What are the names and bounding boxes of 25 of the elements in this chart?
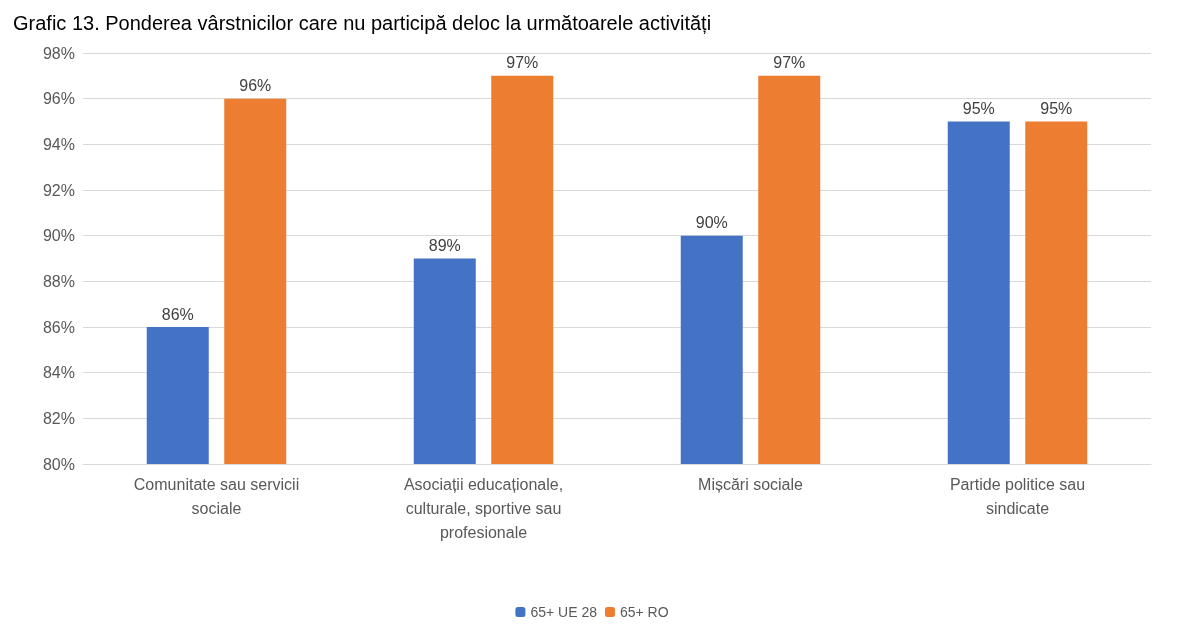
y-tick-label: 94% bbox=[42, 135, 75, 153]
x-tick-label: Asociații educaționale, culturale, sportive sau profesionale bbox=[403, 475, 564, 541]
y-tick-label: 96% bbox=[42, 90, 75, 108]
data-label: 96% bbox=[239, 77, 272, 95]
legend-label: 65+ UE 28 bbox=[530, 604, 598, 620]
x-tick-label: Partide politice sau sindicate bbox=[949, 475, 1086, 517]
data-label: 95% bbox=[962, 100, 995, 117]
y-tick-label: 92% bbox=[42, 181, 75, 199]
y-tick-label: 88% bbox=[42, 272, 75, 290]
y-tick-label: 82% bbox=[42, 409, 75, 427]
y-tick-label: 80% bbox=[42, 455, 75, 473]
data-label: 89% bbox=[428, 237, 461, 254]
data-label: 95% bbox=[1040, 100, 1073, 117]
y-tick-label: 86% bbox=[42, 318, 75, 336]
data-label: 90% bbox=[695, 214, 728, 232]
data-label: 97% bbox=[773, 54, 806, 72]
data-label: 97% bbox=[506, 54, 539, 72]
x-tick-label: Mișcări sociale bbox=[698, 475, 804, 493]
legend-label: 65+ RO bbox=[619, 604, 669, 620]
data-label: 86% bbox=[161, 305, 194, 323]
x-tick-label: Comunitate sau servicii sociale bbox=[133, 475, 300, 517]
y-tick-label: 98% bbox=[42, 44, 75, 62]
y-tick-label: 90% bbox=[42, 227, 75, 245]
y-tick-label: 84% bbox=[42, 364, 75, 382]
chart-title: Grafic 13. Ponderea vârstnicilor care nu participă deloc la următoarele activități bbox=[13, 12, 712, 34]
